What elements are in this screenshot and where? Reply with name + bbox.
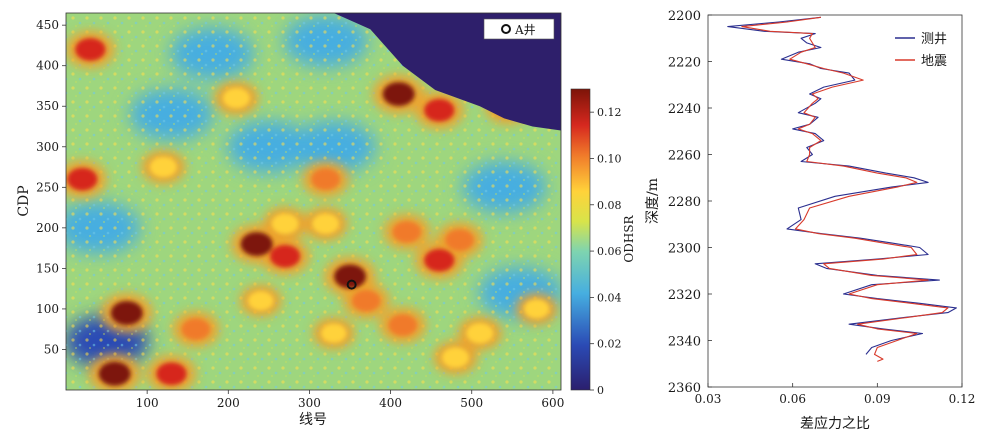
anomaly-core-17 (466, 323, 494, 344)
legend-label-seismic: 地震 (921, 54, 947, 69)
colorbar-gradient (570, 88, 591, 391)
heatmap-y-tick-label: 150 (36, 261, 59, 275)
colorbar-label: ODHSR (622, 214, 636, 262)
anomaly-core-6 (110, 300, 143, 325)
no-data-region (333, 13, 561, 131)
anomaly-core-10 (67, 167, 98, 191)
heatmap-y-axis-label: CDP (16, 185, 32, 216)
anomaly-core-12 (424, 98, 455, 122)
anomaly-core-15 (181, 318, 211, 340)
profile-x-tick-label: 0.06 (779, 392, 806, 406)
profile-y-axis-label: 深度/m (645, 178, 661, 224)
colorbar-tick-label: 0 (597, 384, 604, 397)
anomaly-core-11 (382, 82, 415, 107)
profile-y-tick-label: 2260 (668, 149, 701, 164)
profile-legend: 测井 地震 (895, 32, 947, 69)
well-legend: A井 (483, 18, 555, 40)
heatmap-y-tick-label: 50 (44, 342, 59, 356)
anomaly-core-8 (156, 362, 187, 386)
colorbar-tick-label: 0.06 (597, 245, 622, 258)
profile-y-tick-label: 2340 (668, 335, 701, 350)
anomaly-core-26 (321, 323, 347, 343)
map-frame (65, 12, 562, 391)
heatmap-y-tick-label: 350 (36, 99, 59, 113)
colorbar-tick-label: 0.04 (597, 291, 622, 304)
colorbar: 0 0.02 0.04 0.06 0.08 0.10 0.12 ODHSR (570, 88, 636, 397)
anomaly-core-5 (445, 229, 474, 251)
profile-x-tick-label: 0.03 (695, 392, 722, 406)
anomaly-core-3 (351, 290, 381, 312)
anomaly-core-7 (98, 361, 131, 386)
profile-series-line-1 (741, 16, 949, 362)
heatmap-x-axis-label: 线号 (299, 412, 327, 428)
heatmap-y-tick-label: 250 (36, 180, 59, 194)
anomaly-core-0 (240, 232, 273, 257)
heatmap-y-tick-label: 450 (36, 18, 59, 32)
anomaly-core-18 (222, 87, 250, 109)
profile-y-tick-label: 2280 (668, 195, 701, 210)
anomaly-core-20 (271, 213, 299, 234)
anomaly-core-23 (524, 299, 550, 319)
anomaly-core-4 (424, 248, 455, 272)
heatmap-x-tick-label: 100 (136, 396, 159, 410)
legend-box (483, 18, 555, 40)
anomaly-core-25 (442, 347, 469, 368)
heatmap-x-tick-label: 500 (460, 396, 483, 410)
heatmap-y-tick-label: 100 (36, 302, 59, 316)
heatmap-y-tick-label: 400 (36, 59, 59, 73)
colorbar-tick-label: 0.02 (597, 338, 622, 351)
well-a-marker (346, 279, 357, 290)
heatmap-x-tick-label: 400 (379, 396, 402, 410)
legend-label-logging: 测井 (921, 32, 947, 47)
anomaly-core-2 (334, 264, 367, 289)
profile-x-axis-label: 差应力之比 (800, 415, 870, 432)
colorbar-tick-label: 0.12 (597, 106, 622, 119)
heatmap-y-tick-label: 300 (36, 140, 59, 154)
profile-y-tick-label: 2300 (668, 242, 701, 257)
profile-x-tick-label: 0.09 (864, 392, 891, 406)
anomaly-core-14 (392, 221, 422, 243)
well-legend-marker-icon (501, 24, 511, 34)
heatmap-x-tick-label: 600 (541, 396, 564, 410)
attribute-map-panel: 100 200 300 400 500 600 50 100 150 200 250 300 350 4… (16, 12, 564, 428)
anomaly-core-24 (248, 291, 274, 311)
heatmap-x-tick-label: 200 (217, 396, 240, 410)
anomaly-core-21 (312, 213, 340, 234)
colorbar-tick-label: 0.10 (597, 152, 622, 165)
anomaly-core-19 (149, 156, 177, 178)
anomaly-core-13 (311, 168, 340, 190)
profile-y-tick-label: 2200 (668, 9, 701, 24)
anomaly-core-16 (388, 314, 418, 336)
depth-profile-panel: 0.03 0.06 0.09 0.12 2200 2220 2240 2260 2280 230… (645, 9, 975, 432)
colorbar-tick-label: 0.08 (597, 199, 622, 212)
anomaly-core-9 (75, 38, 106, 61)
profile-y-tick-label: 2240 (668, 102, 701, 117)
profile-x-tick-label: 0.12 (949, 392, 976, 406)
profile-y-tick-label: 2360 (668, 381, 701, 396)
heatmap-x-tick-label: 300 (298, 396, 321, 410)
heatmap-y-tick-label: 200 (36, 221, 59, 235)
well-legend-label: A井 (514, 23, 536, 37)
profile-y-tick-label: 2220 (668, 56, 701, 71)
profile-y-tick-label: 2320 (668, 288, 701, 303)
well-marker-icon (346, 279, 357, 290)
anomaly-core-1 (269, 244, 301, 268)
